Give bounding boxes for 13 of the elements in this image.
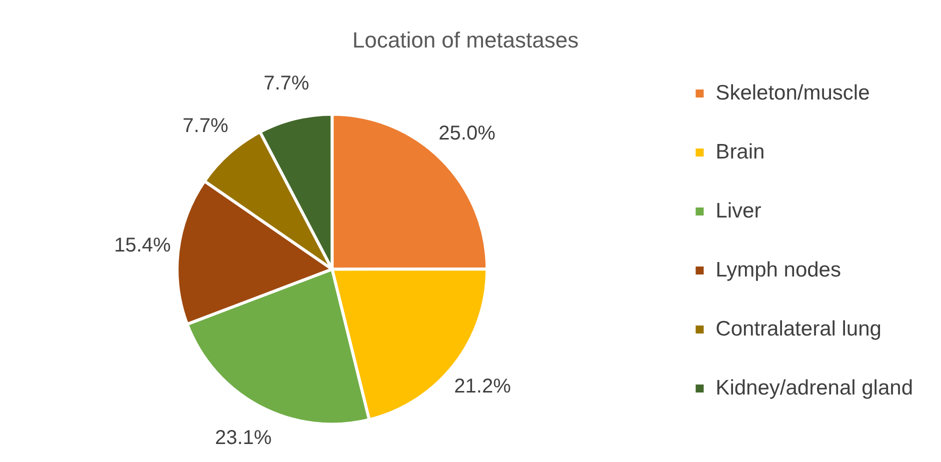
chart-title: Location of metastases — [352, 27, 579, 52]
legend-label: Lymph nodes — [716, 258, 841, 282]
legend-label: Skeleton/muscle — [716, 81, 870, 104]
data-label: 21.2% — [454, 375, 512, 398]
data-label: 7.7% — [264, 72, 310, 94]
legend-label: Contralateral lung — [716, 317, 882, 340]
legend-label: Kidney/adrenal gland — [716, 376, 914, 400]
data-label: 15.4% — [114, 234, 172, 257]
legend-label: Liver — [716, 199, 762, 222]
legend-label: Brain — [716, 140, 765, 164]
data-label: 7.7% — [182, 114, 228, 137]
data-label: 23.1% — [214, 426, 272, 449]
data-label: 25.0% — [438, 122, 496, 145]
